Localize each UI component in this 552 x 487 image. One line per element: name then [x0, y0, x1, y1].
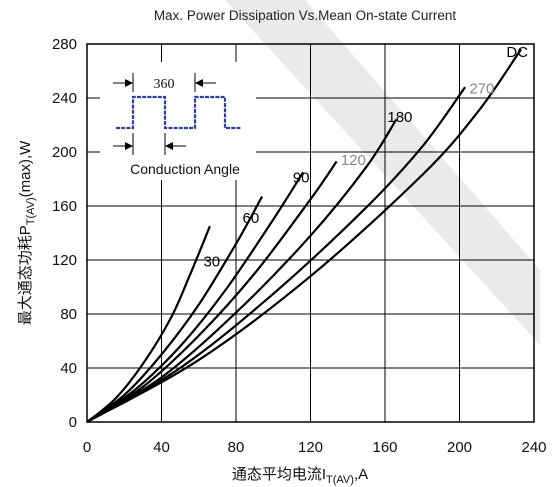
- curve-label-30: 30: [203, 253, 220, 270]
- inset-label-conduction-angle: Conduction Angle: [130, 161, 240, 177]
- curve-label-dc: DC: [506, 44, 528, 61]
- x-tick-label-120: 120: [298, 439, 323, 456]
- chart-title: Max. Power Dissipation Vs.Mean On-state …: [154, 8, 457, 23]
- curve-90: [86, 171, 305, 423]
- curve-label-90: 90: [293, 170, 310, 187]
- curve-label-180: 180: [387, 109, 412, 126]
- curve-180: [86, 119, 398, 423]
- y-tick-label-240: 240: [52, 90, 77, 107]
- y-axis-label-sub: T(AV): [25, 197, 37, 225]
- inset-arrowhead-left-bottom: [125, 142, 133, 150]
- x-tick-label-160: 160: [372, 439, 397, 456]
- curves: [86, 48, 522, 423]
- curve-60: [86, 196, 264, 423]
- grid: [87, 44, 534, 422]
- y-tick-label-280: 280: [52, 36, 77, 53]
- watermark-band: [225, 0, 540, 345]
- y-axis-label-suffix: (max),W: [17, 140, 34, 197]
- x-tick-label-240: 240: [521, 439, 546, 456]
- y-tick-label-80: 80: [60, 306, 77, 323]
- curve-dc: [86, 48, 522, 423]
- y-tick-label-0: 0: [69, 414, 77, 431]
- curve-labels: 30 60 90 120 180 270 DC: [203, 44, 528, 270]
- curve-label-60: 60: [243, 210, 260, 227]
- y-tick-label-120: 120: [52, 252, 77, 269]
- x-tick-label-0: 0: [83, 439, 91, 456]
- x-tick-label-200: 200: [447, 439, 472, 456]
- y-axis-label-main: 最大通态功耗P: [17, 225, 34, 325]
- curve-30: [86, 225, 211, 423]
- inset-waveform: [116, 95, 241, 130]
- curve-270: [86, 86, 466, 423]
- x-tick-label-40: 40: [153, 439, 170, 456]
- y-tick-label-160: 160: [52, 198, 77, 215]
- x-axis-label-suffix: ,A: [354, 466, 368, 483]
- curve-label-120: 120: [341, 152, 366, 169]
- y-axis-label: 最大通态功耗PT(AV)(max),W: [17, 140, 37, 325]
- inset-label-360: 360: [154, 77, 175, 92]
- y-tick-labels: 0 40 80 120 160 200 240 280: [52, 36, 77, 431]
- conduction-angle-inset: 360 Conduction Angle: [100, 62, 256, 180]
- inset-arrowhead-left-top: [125, 79, 133, 87]
- curve-label-270: 270: [469, 81, 494, 98]
- curve-120: [86, 160, 338, 423]
- inset-arrowhead-right-top: [195, 79, 203, 87]
- inset-arrowhead-right-bottom: [165, 142, 173, 150]
- x-axis-label: 通态平均电流IT(AV),A: [232, 466, 368, 486]
- x-axis-label-main: 通态平均电流I: [232, 466, 326, 483]
- y-tick-label-40: 40: [60, 360, 77, 377]
- y-tick-label-200: 200: [52, 144, 77, 161]
- x-tick-label-80: 80: [228, 439, 245, 456]
- x-axis-label-sub: T(AV): [326, 474, 354, 486]
- x-tick-labels: 0 40 80 120 160 200 240: [83, 439, 547, 456]
